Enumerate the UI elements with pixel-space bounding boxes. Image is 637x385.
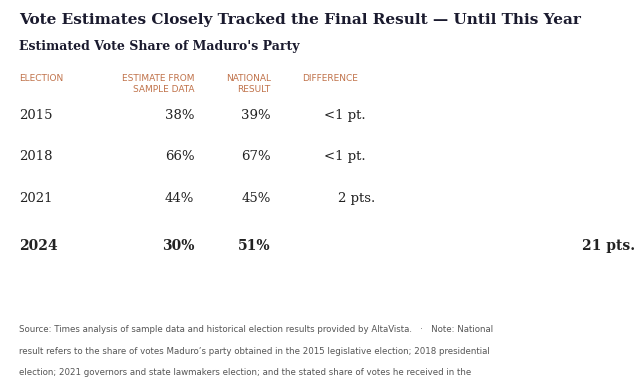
Text: 51%: 51% (238, 239, 271, 253)
Text: 44%: 44% (165, 192, 194, 205)
Text: Vote Estimates Closely Tracked the Final Result — Until This Year: Vote Estimates Closely Tracked the Final… (19, 13, 581, 27)
Text: 2015: 2015 (19, 109, 53, 122)
Text: 30%: 30% (162, 239, 194, 253)
Text: election; 2021 governors and state lawmakers election; and the stated share of v: election; 2021 governors and state lawma… (19, 368, 471, 377)
Text: <1 pt.: <1 pt. (324, 150, 366, 163)
Text: 66%: 66% (164, 150, 194, 163)
Text: result refers to the share of votes Maduro’s party obtained in the 2015 legislat: result refers to the share of votes Madu… (19, 346, 490, 355)
Text: <1 pt.: <1 pt. (324, 109, 366, 122)
Text: NATIONAL
RESULT: NATIONAL RESULT (225, 74, 271, 94)
Text: 21 pts.: 21 pts. (582, 239, 634, 253)
Text: 2024: 2024 (19, 239, 58, 253)
Text: 38%: 38% (165, 109, 194, 122)
Text: Estimated Vote Share of Maduro's Party: Estimated Vote Share of Maduro's Party (19, 40, 299, 54)
Text: ELECTION: ELECTION (19, 74, 63, 83)
Text: 39%: 39% (241, 109, 271, 122)
Text: Source: Times analysis of sample data and historical election results provided b: Source: Times analysis of sample data an… (19, 325, 493, 334)
Text: 2018: 2018 (19, 150, 53, 163)
Text: 2 pts.: 2 pts. (338, 192, 375, 205)
Text: ESTIMATE FROM
SAMPLE DATA: ESTIMATE FROM SAMPLE DATA (122, 74, 194, 94)
Text: 45%: 45% (241, 192, 271, 205)
Text: 67%: 67% (241, 150, 271, 163)
Text: DIFFERENCE: DIFFERENCE (303, 74, 359, 83)
Text: 2021: 2021 (19, 192, 53, 205)
